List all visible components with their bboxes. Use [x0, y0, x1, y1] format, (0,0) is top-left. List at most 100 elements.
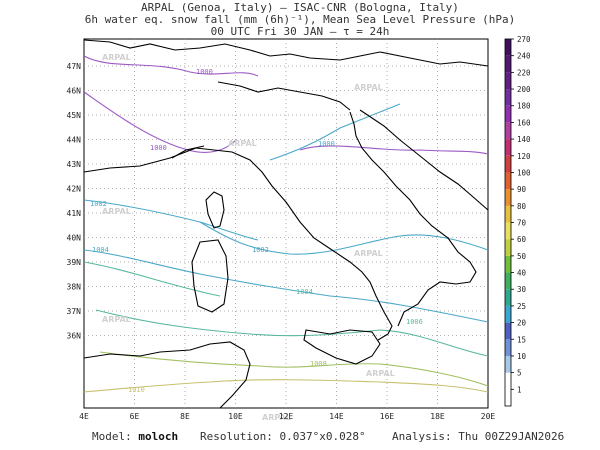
isobar-label: 1004	[92, 246, 109, 254]
colorbar-label: 240	[517, 52, 531, 61]
isobar-1010	[83, 379, 489, 393]
colorbar-label: 50	[517, 252, 527, 261]
latitude-label: 37N	[67, 307, 82, 316]
colorbar-swatch	[505, 39, 511, 56]
colorbar-swatch	[505, 305, 511, 323]
latitude-label: 47N	[67, 62, 82, 71]
isobar-1000-north	[83, 55, 259, 77]
colorbar-label: 90	[517, 185, 527, 194]
isobar-1004-a	[83, 249, 489, 323]
isobar-1000-west	[83, 91, 237, 153]
isobar-1002-b	[199, 221, 489, 255]
longitude-label: 6E	[130, 412, 140, 421]
colorbar-swatch	[505, 172, 511, 190]
longitude-label: 12E	[279, 412, 294, 421]
colorbar-label: 120	[517, 152, 531, 161]
colorbar-swatch	[505, 239, 511, 256]
watermark-text: ARPAL	[354, 83, 383, 92]
colorbar-swatch	[505, 189, 511, 206]
colorbar-label: 30	[517, 285, 527, 294]
model-label: Model:	[92, 430, 132, 443]
latitude-label: 44N	[67, 136, 82, 145]
colorbar-swatch	[505, 372, 511, 390]
watermark-text: ARPAL	[102, 315, 131, 324]
colorbar-label: 270	[517, 35, 531, 44]
coastline-corsica	[205, 191, 225, 229]
colorbar-swatch	[505, 289, 511, 306]
colorbar-swatch	[505, 272, 511, 290]
resolution-info: Resolution: 0.037°x0.028°	[200, 430, 366, 443]
isobar-1000-adriatic	[269, 103, 401, 161]
colorbar-label: 1	[517, 385, 522, 394]
isobar-1006	[95, 309, 489, 357]
longitude-label: 4E	[79, 412, 89, 421]
watermark-text: ARPAL	[262, 413, 291, 422]
analysis-info: Analysis: Thu 00Z29JAN2026	[392, 430, 564, 443]
isobar-label: 1000	[318, 140, 335, 148]
resolution-label: Resolution:	[200, 430, 273, 443]
colorbar-label: 5	[517, 369, 522, 378]
coastline-layer	[83, 39, 489, 409]
colorbar-swatch	[505, 155, 511, 173]
colorbar-label: 60	[517, 235, 527, 244]
latitude-label: 45N	[67, 111, 82, 120]
colorbar-label: 220	[517, 68, 531, 77]
title-line-2: 6h water eq. snow fall (mm (6h)⁻¹), Mean…	[84, 13, 516, 26]
border-italy-north	[217, 81, 351, 111]
latitude-label: 39N	[67, 258, 82, 267]
latitude-label: 40N	[67, 234, 82, 243]
isobar-label: 1006	[406, 318, 423, 326]
colorbar-label: 160	[517, 118, 531, 127]
colorbar-label: 20	[517, 319, 527, 328]
coastline-alps-north	[83, 39, 489, 67]
colorbar-swatch	[505, 139, 511, 156]
colorbar-label: 70	[517, 219, 527, 228]
watermark-layer: ARPAL ARPAL ARPAL ARPAL ARPAL ARPAL ARPA…	[102, 53, 395, 422]
title-line-1: ARPAL (Genoa, Italy) – ISAC-CNR (Bologna…	[141, 1, 459, 14]
coastline-ligurian	[171, 145, 205, 159]
latitude-label: 43N	[67, 160, 82, 169]
latitude-label: 41N	[67, 209, 82, 218]
colorbar-swatch	[505, 55, 511, 73]
graticule	[84, 39, 488, 408]
isobar-labels: 1000 1000 1000 1002 1002 1004 1004 1006 …	[90, 68, 423, 394]
colorbar-swatch	[505, 222, 511, 240]
model-value: moloch	[138, 430, 179, 443]
colorbar-label: 140	[517, 135, 531, 144]
colorbar-swatch	[505, 205, 511, 223]
isobar-1000-east	[299, 145, 489, 155]
colorbar-label: 10	[517, 352, 527, 361]
colorbar-swatch	[505, 322, 511, 340]
longitude-label: 16E	[380, 412, 395, 421]
coastline-sardinia	[191, 239, 229, 313]
latitude-label: 36N	[67, 332, 82, 341]
isobar-1008	[99, 351, 489, 387]
colorbar-swatch	[505, 122, 511, 140]
coastline-balkans	[359, 109, 489, 211]
colorbar-swatch	[505, 72, 511, 90]
colorbar-label: 80	[517, 202, 527, 211]
colorbar: 1510152025304050607080901001201401601802…	[504, 35, 531, 407]
longitude-label: 10E	[228, 412, 243, 421]
longitude-label: 18E	[430, 412, 445, 421]
watermark-text: ARPAL	[354, 249, 383, 258]
colorbar-label: 15	[517, 335, 526, 344]
colorbar-label: 25	[517, 302, 526, 311]
isobar-label: 1008	[310, 360, 327, 368]
isobar-1004-b	[83, 261, 221, 297]
analysis-label: Analysis:	[392, 430, 452, 443]
colorbar-label: 100	[517, 168, 531, 177]
model-info: Model: moloch	[92, 430, 178, 443]
isobar-label: 1000	[196, 68, 213, 76]
colorbar-swatch	[505, 89, 511, 106]
coastline-italy-west	[83, 147, 393, 341]
colorbar-swatch	[505, 355, 511, 373]
coastline-sicily	[303, 329, 381, 365]
coastline-north-africa	[83, 341, 251, 409]
colorbar-swatch	[505, 105, 511, 123]
coastline-italy-east	[349, 111, 477, 327]
latitude-label: 42N	[67, 185, 82, 194]
watermark-text: ARPAL	[102, 207, 131, 216]
title-line-3: 00 UTC Fri 30 JAN – τ = 24h	[210, 25, 390, 38]
